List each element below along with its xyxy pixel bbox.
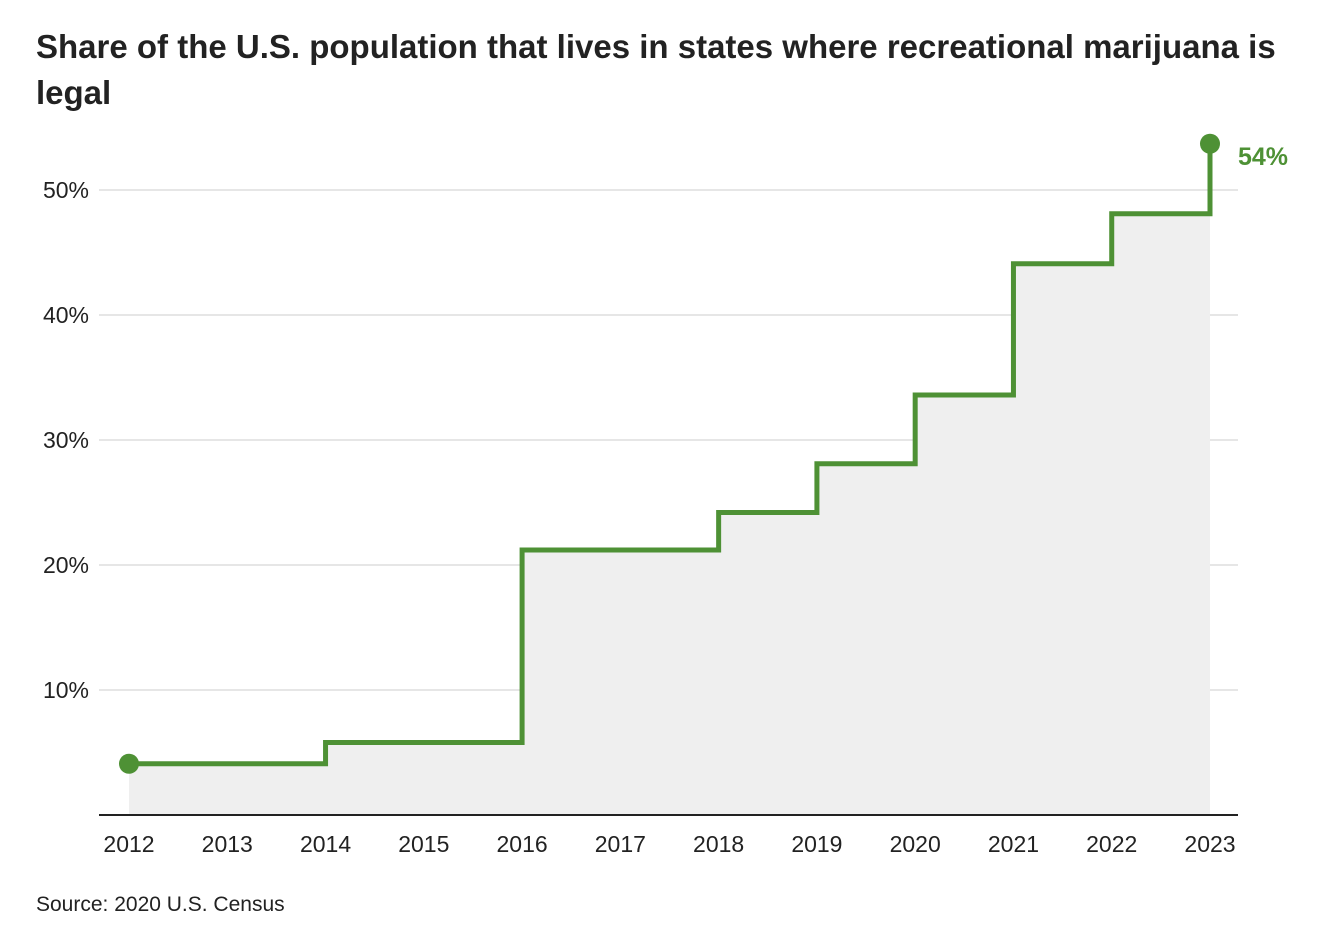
source-note: Source: 2020 U.S. Census [36,893,285,916]
x-tick-label: 2018 [693,831,744,857]
end-point [1200,133,1220,154]
x-tick-label: 2015 [398,831,449,857]
chart-title: Share of the U.S. population that lives … [36,28,1276,111]
y-tick-label: 50% [43,177,89,203]
x-tick-label: 2022 [1086,831,1137,857]
y-tick-labels: 10% 20% 30% 40% 50% [43,177,89,703]
x-tick-label: 2020 [890,831,941,857]
start-point [119,753,139,774]
x-tick-label: 2017 [595,831,646,857]
x-tick-label: 2014 [300,831,351,857]
x-tick-label: 2023 [1184,831,1235,857]
area-fill [129,143,1210,815]
step-line [129,143,1213,767]
x-tick-label: 2013 [202,831,253,857]
end-value-label: 54% [1238,143,1288,171]
x-tick-label: 2016 [497,831,548,857]
y-tick-label: 20% [43,552,89,578]
y-tick-label: 10% [43,677,89,703]
y-tick-label: 30% [43,427,89,453]
x-tick-label: 2019 [791,831,842,857]
y-tick-label: 40% [43,302,89,328]
x-tick-labels: 2012 2013 2014 2015 2016 2017 2018 2019 2020 2021… [103,831,1235,857]
x-tick-label: 2012 [103,831,154,857]
x-tick-label: 2021 [988,831,1039,857]
